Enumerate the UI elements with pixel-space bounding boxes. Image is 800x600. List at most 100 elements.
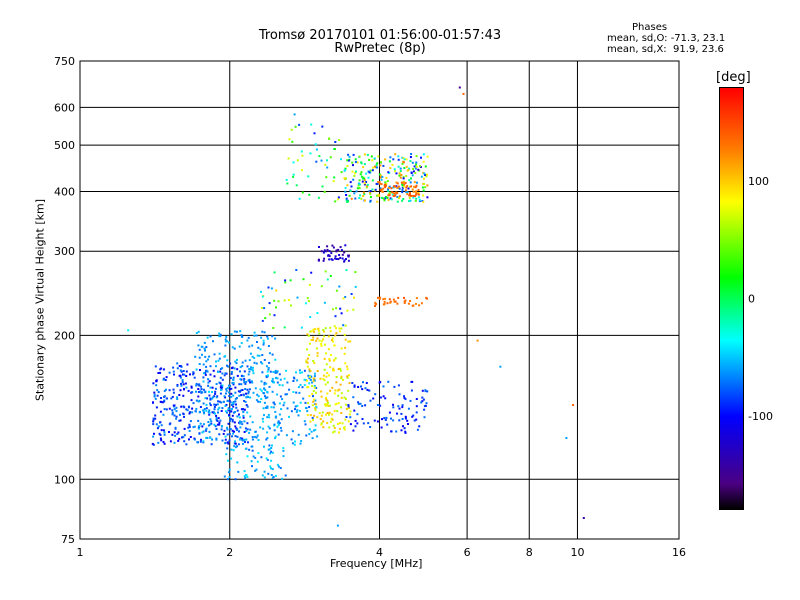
data-point [316, 354, 319, 357]
data-point [214, 425, 217, 428]
data-point [327, 374, 330, 377]
data-point [176, 398, 179, 400]
data-point [221, 407, 224, 410]
data-point [415, 165, 418, 168]
data-point [228, 468, 231, 471]
data-point [231, 381, 234, 384]
data-point [339, 307, 342, 310]
data-point [164, 379, 167, 381]
data-point [267, 413, 270, 416]
data-point [458, 86, 461, 89]
data-point [207, 378, 210, 381]
data-point [324, 163, 327, 166]
data-point [202, 380, 205, 383]
data-point [252, 391, 255, 394]
data-point [323, 301, 326, 304]
data-point [245, 380, 248, 383]
data-point [346, 375, 349, 378]
data-point [237, 470, 240, 473]
data-point [294, 408, 296, 411]
data-point [275, 376, 278, 379]
data-point [270, 467, 272, 470]
data-point [219, 368, 222, 370]
data-point [231, 420, 234, 423]
data-point [160, 439, 163, 442]
data-point [318, 155, 321, 158]
data-point [229, 428, 232, 431]
data-point [189, 411, 191, 414]
data-point [240, 394, 243, 397]
data-point [378, 182, 381, 185]
data-point [264, 397, 267, 400]
data-point [406, 193, 409, 196]
data-point [320, 342, 323, 345]
data-point [231, 408, 233, 410]
data-point [331, 418, 334, 421]
data-point [249, 352, 252, 355]
data-point [301, 386, 304, 389]
data-point [153, 391, 156, 394]
data-point [198, 411, 201, 414]
data-point [328, 358, 331, 360]
data-point [226, 428, 229, 431]
data-point [303, 420, 306, 423]
data-point [254, 456, 257, 459]
data-point [320, 422, 323, 425]
data-point [185, 443, 188, 446]
data-point [382, 187, 385, 190]
data-point [357, 402, 360, 405]
data-point [229, 419, 231, 422]
data-point [284, 281, 287, 284]
data-point [257, 439, 260, 441]
data-point [290, 438, 293, 441]
data-point [235, 397, 238, 400]
data-point [363, 183, 366, 186]
data-point [183, 415, 185, 418]
data-point [292, 380, 295, 382]
data-point [218, 406, 221, 409]
data-point [179, 419, 182, 422]
data-point [243, 438, 246, 441]
data-point [349, 340, 352, 343]
data-point [228, 395, 231, 397]
data-point [320, 344, 323, 347]
data-point [172, 370, 175, 373]
data-point [226, 478, 229, 481]
data-point [273, 271, 276, 274]
data-point [418, 198, 421, 201]
data-point [308, 368, 311, 371]
data-point [345, 269, 348, 272]
data-point [192, 402, 195, 405]
data-point [213, 408, 216, 411]
data-point [347, 420, 350, 423]
data-point [156, 389, 159, 392]
data-point [178, 374, 181, 377]
data-point [348, 194, 351, 197]
data-point [208, 380, 211, 383]
data-point [259, 388, 262, 391]
data-point [400, 429, 403, 432]
data-point [259, 400, 262, 403]
data-point [410, 177, 412, 180]
data-point [158, 432, 161, 435]
data-point [213, 423, 216, 426]
data-point [204, 348, 206, 351]
data-point [411, 161, 414, 164]
data-point [260, 361, 262, 364]
data-point [239, 390, 241, 393]
data-point [244, 388, 247, 390]
data-point [326, 381, 329, 384]
data-point [383, 417, 386, 420]
data-point [197, 427, 200, 430]
data-point [304, 401, 307, 404]
data-point [379, 404, 382, 407]
data-point [194, 355, 197, 358]
data-point [335, 381, 338, 384]
data-point [236, 358, 238, 361]
data-point [233, 445, 236, 448]
data-point [412, 190, 415, 193]
data-point [354, 172, 357, 175]
data-point [208, 390, 210, 393]
data-point [154, 417, 157, 420]
data-point [275, 371, 278, 374]
